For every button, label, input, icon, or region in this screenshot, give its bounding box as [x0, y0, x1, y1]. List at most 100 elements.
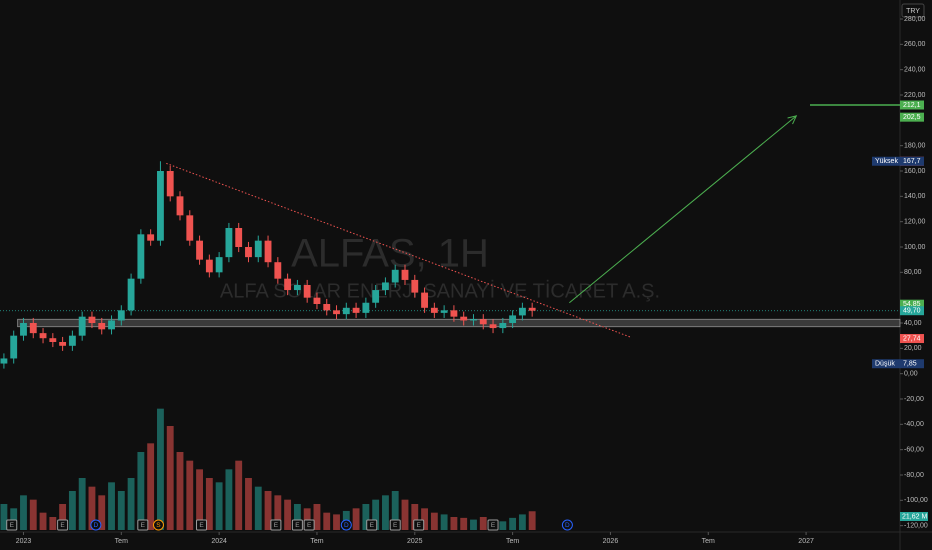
support-zone	[17, 318, 901, 328]
event-marker	[413, 519, 425, 531]
candle-body	[10, 335, 18, 359]
candle-body	[293, 285, 301, 291]
event-marker	[389, 519, 401, 531]
yuksek-box	[872, 156, 924, 166]
volume-bar	[528, 511, 536, 530]
candle-body	[274, 262, 282, 279]
volume-bar	[284, 499, 292, 530]
event-label: E	[295, 522, 300, 529]
candle-body	[157, 171, 164, 241]
event-marker	[340, 519, 352, 531]
x-tick-label: 2024	[211, 538, 227, 545]
candle-body	[421, 292, 428, 308]
volume-bar	[108, 482, 115, 530]
candle-body	[430, 307, 438, 313]
candle-body	[411, 279, 419, 293]
candle-body	[49, 338, 57, 342]
candle-body	[342, 307, 350, 315]
candle-body	[323, 304, 331, 311]
candle-body	[440, 310, 448, 313]
volume-bar	[225, 469, 233, 530]
candle-body	[391, 269, 399, 283]
candle-body	[235, 228, 243, 247]
y-tick-label: -20,00	[904, 396, 924, 403]
volume-bar	[117, 491, 125, 530]
yuksek-name: Yüksek	[875, 158, 898, 165]
event-marker	[57, 519, 69, 531]
volume-bar	[421, 508, 428, 530]
candle-body	[528, 307, 536, 311]
volume-tag	[900, 512, 928, 521]
candle-body	[39, 333, 47, 339]
candle-body	[117, 310, 125, 321]
event-label: E	[393, 522, 398, 529]
price-tag	[900, 100, 924, 110]
price-tag	[900, 299, 924, 309]
event-label: E	[199, 522, 204, 529]
volume-bar	[166, 426, 174, 530]
candle-body	[29, 323, 37, 334]
volume-bar	[450, 517, 458, 530]
candle-body	[176, 196, 184, 216]
candle-body	[362, 302, 370, 313]
event-label: E	[274, 522, 279, 529]
candle-body	[88, 316, 96, 323]
volume-bar	[49, 517, 57, 530]
price-tag	[900, 334, 924, 344]
volume-bar	[245, 478, 252, 530]
currency[interactable]: TRY	[906, 8, 920, 15]
volume-bar	[205, 478, 213, 530]
dusuk-box	[872, 359, 924, 369]
event-label: E	[307, 522, 312, 529]
x-tick-label: Tem	[310, 538, 323, 545]
volume-bar	[382, 495, 389, 530]
candle-body	[303, 285, 311, 298]
price-tag-label: 27,74	[903, 335, 921, 342]
volume-bar	[235, 460, 243, 530]
candle-body	[333, 310, 340, 315]
candle-body	[215, 257, 223, 273]
volume-bar	[411, 504, 419, 530]
candle-body	[166, 171, 174, 197]
volume-bar	[479, 517, 487, 530]
event-label: D	[565, 522, 570, 529]
candle-body	[450, 310, 458, 317]
x-tick-label: Tem	[115, 538, 128, 545]
y-tick-label: 40,00	[904, 320, 922, 327]
y-tick-label: 280,00	[904, 16, 926, 23]
yuksek-label: 167,7	[903, 158, 921, 165]
volume-bar	[0, 504, 8, 530]
y-tick-label: -100,00	[904, 497, 928, 504]
volume-bar	[303, 508, 311, 530]
volume-bar	[98, 495, 106, 530]
candle-body	[284, 278, 292, 291]
volume-bar	[127, 478, 135, 530]
y-tick-label: -80,00	[904, 472, 924, 479]
candle-body	[68, 335, 76, 346]
candle-body	[352, 307, 360, 313]
event-label: E	[141, 522, 146, 529]
volume-bar	[323, 512, 331, 530]
candle-body	[59, 342, 67, 346]
candle-body	[137, 234, 145, 279]
x-tick-label: 2027	[798, 538, 814, 545]
candle-body	[401, 269, 409, 280]
volume-bar	[430, 512, 438, 530]
event-marker	[303, 519, 315, 531]
volume-bar	[352, 508, 360, 530]
volume-bar	[59, 504, 67, 530]
y-tick-label: 100,00	[904, 244, 926, 251]
event-label: E	[10, 522, 15, 529]
candle-body	[127, 278, 135, 311]
y-tick-label: 120,00	[904, 219, 926, 226]
candle-body	[382, 282, 389, 291]
currency-box[interactable]	[901, 3, 925, 18]
event-marker	[137, 519, 149, 531]
price-tag-label: 212,1	[903, 102, 921, 109]
y-tick-label: 140,00	[904, 193, 926, 200]
volume-bar	[147, 443, 155, 530]
volume-bar	[362, 504, 370, 530]
candle-body	[108, 320, 115, 330]
candle-body	[479, 319, 487, 325]
